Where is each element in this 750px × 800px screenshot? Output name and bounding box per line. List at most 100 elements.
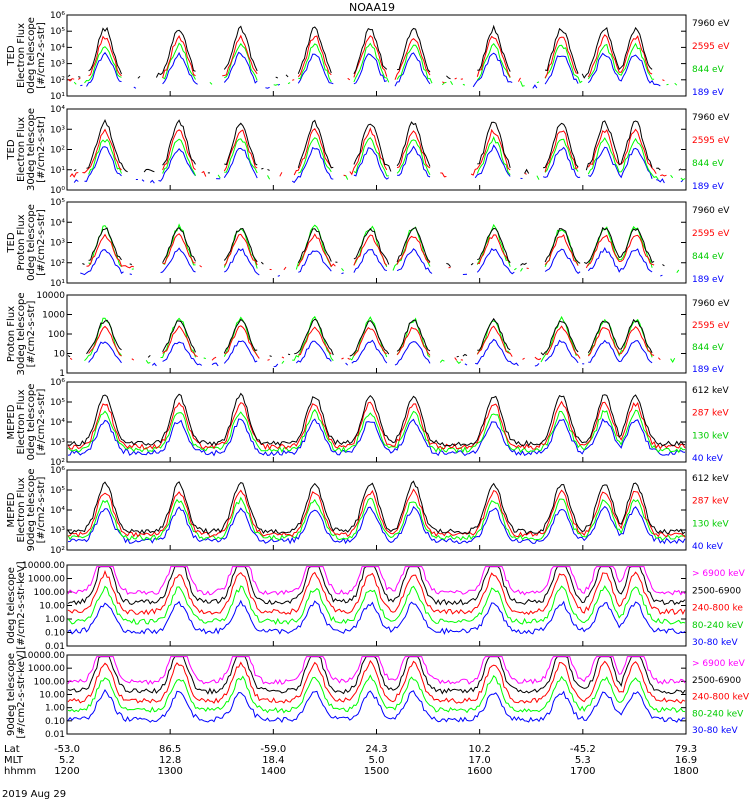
series-line <box>88 136 686 181</box>
legend-entry: 240-800 ke <box>692 604 743 614</box>
legend-entry: 80-240 keV <box>692 621 744 631</box>
legend-entry: 7960 eV <box>692 113 730 123</box>
series-line <box>67 674 686 714</box>
chart-title: NOAA19 <box>349 1 395 14</box>
y-tick-label: 0.10 <box>45 717 65 727</box>
footer-hhmm-value: 1400 <box>261 766 286 777</box>
footer-hhmm-value: 1300 <box>157 766 182 777</box>
legend-entry: 30-80 keV <box>692 726 738 736</box>
series-line <box>70 326 673 361</box>
y-tick-label: 1000.00 <box>28 575 65 585</box>
y-tick-label: 10.00 <box>39 602 65 612</box>
y-axis-label: MEPEDElectron Flux0deg telescope[#/cm2-s… <box>6 384 47 461</box>
y-tick-label: 10⁶ <box>50 378 65 388</box>
y-tick-label: 1000 <box>42 311 65 321</box>
legend-entry: 2595 eV <box>692 42 730 52</box>
legend-entry: 189 eV <box>692 275 725 285</box>
series-line <box>67 656 686 686</box>
footer-lat-value: 86.5 <box>159 744 181 755</box>
series-line <box>82 228 683 267</box>
legend-entry: 30-80 keV <box>692 638 738 648</box>
legend-entry: 240-800 keV <box>692 693 750 703</box>
series-line <box>68 319 669 358</box>
footer-hhmm-value: 1200 <box>54 766 79 777</box>
legend-entry: 40 keV <box>692 454 724 464</box>
legend-entry: 2500-6900 <box>692 586 741 596</box>
y-tick-label: 10⁰ <box>50 186 65 196</box>
y-axis-label: 90deg telescope[#/cm2-s-str-keV] <box>6 650 27 738</box>
series-line <box>88 223 680 273</box>
date-label: 2019 Aug 29 <box>2 789 66 800</box>
legend-entry: > 6900 keV <box>692 569 746 579</box>
y-axis-label: 0deg telescope[#/cm2-s-str-keV] <box>6 561 27 649</box>
series-line <box>73 144 684 184</box>
y-tick-label: 10⁴ <box>50 105 65 115</box>
y-tick-label: 10³ <box>50 125 65 135</box>
footer-mlt-value: 17.0 <box>469 755 491 766</box>
y-axis-label: TEDElectron Flux0deg telescope[#/cm2-s-s… <box>6 17 47 94</box>
legend-entry: 2595 eV <box>692 321 730 331</box>
legend-entry: 287 keV <box>692 497 729 507</box>
y-tick-label: 10² <box>50 76 65 86</box>
series-line <box>67 656 686 695</box>
legend-entry: 844 eV <box>692 252 725 262</box>
y-tick-label: 0.01 <box>45 730 65 740</box>
series-line <box>67 659 686 704</box>
legend-entry: 612 keV <box>692 474 729 484</box>
y-axis-label: MEPEDElectron Flux90deg telescope[#/cm2-… <box>6 468 47 551</box>
y-tick-label: 0.01 <box>45 642 65 652</box>
y-tick-label: 1.00 <box>45 704 65 714</box>
y-tick-label: 10³ <box>50 239 65 249</box>
y-tick-label: 1 <box>59 369 65 379</box>
legend-entry: 2500-6900 <box>692 676 741 686</box>
series-line <box>67 585 686 625</box>
footer-row-label: MLT <box>4 755 24 766</box>
y-tick-label: 10¹ <box>50 279 65 289</box>
footer-lat-value: 10.2 <box>469 744 491 755</box>
y-tick-label: 10.00 <box>39 691 65 701</box>
footer-mlt-value: 18.4 <box>262 755 284 766</box>
series-line <box>67 505 686 545</box>
series-line <box>67 488 686 538</box>
panel-frame <box>66 654 687 735</box>
footer-hhmm-value: 1600 <box>467 766 492 777</box>
y-tick-label: 10² <box>50 146 65 156</box>
footer-mlt-value: 5.0 <box>369 755 385 766</box>
legend-entry: 7960 eV <box>692 206 730 216</box>
panel-7: 0.01 0.10 1.00 10.00 100.00 1000.00 10000.000d… <box>6 561 746 652</box>
legend-entry: 2595 eV <box>692 136 730 146</box>
legend-entry: 844 eV <box>692 343 725 353</box>
y-tick-label: 10000 <box>36 291 65 301</box>
footer-row-label: hhmm <box>4 766 36 777</box>
y-tick-label: 10⁶ <box>50 466 65 476</box>
time-axis-footer: LatMLThhmm-53.05.2120086.512.81300-59.01… <box>4 744 699 777</box>
footer-lat-value: -59.0 <box>260 744 286 755</box>
legend-entry: 80-240 keV <box>692 709 744 719</box>
footer-mlt-value: 12.8 <box>159 755 181 766</box>
series-line <box>67 570 686 616</box>
footer-lat-value: 24.3 <box>365 744 387 755</box>
y-tick-label: 10² <box>50 259 65 269</box>
series-line <box>67 599 686 636</box>
legend-entry: 130 keV <box>692 519 729 529</box>
y-tick-label: 0.10 <box>45 629 65 639</box>
footer-row-label: Lat <box>4 744 20 755</box>
footer-hhmm-value: 1800 <box>673 766 698 777</box>
y-tick-label: 100.00 <box>34 588 66 598</box>
series-line <box>73 42 678 87</box>
y-tick-label: 10⁴ <box>50 43 65 53</box>
series-line <box>67 400 686 451</box>
legend-entry: 130 keV <box>692 431 729 441</box>
footer-lat-value: -53.0 <box>54 744 80 755</box>
y-tick-label: 10⁴ <box>50 218 65 228</box>
series-line <box>67 392 686 447</box>
series-line <box>67 689 686 723</box>
series-line <box>67 566 686 596</box>
legend-entry: 844 eV <box>692 65 725 75</box>
y-tick-label: 10⁵ <box>50 486 65 496</box>
y-tick-label: 10² <box>50 458 65 468</box>
